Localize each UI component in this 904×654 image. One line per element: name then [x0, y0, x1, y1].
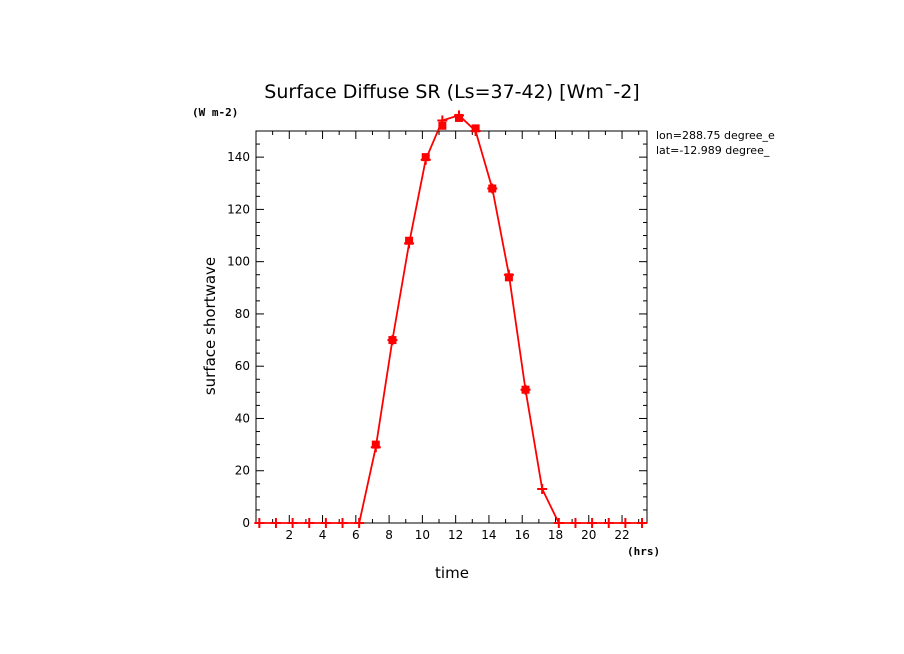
data-point-plus — [587, 518, 598, 528]
data-point-square — [371, 440, 380, 449]
plot-frame — [255, 130, 648, 524]
lat-annotation: lat=-12.989 degree_ — [656, 144, 770, 157]
x-tick-label: 16 — [515, 528, 530, 542]
x-tick-label: 22 — [614, 528, 629, 542]
x-tick-label: 6 — [352, 528, 360, 542]
y-tick-label: 40 — [235, 411, 250, 425]
y-tick-label: 120 — [227, 202, 250, 216]
data-point-square — [488, 184, 497, 193]
y-tick-label: 100 — [227, 255, 250, 269]
data-point-plus — [354, 518, 365, 528]
data-point-plus — [603, 518, 614, 528]
x-tick-label: 10 — [415, 528, 430, 542]
data-point-plus — [304, 518, 315, 528]
x-tick-label: 20 — [581, 528, 596, 542]
tick-labels: 2 4 6 8 10 12 14 16 18 20 22 0 20 40 60 80 100 120 140 — [227, 150, 630, 542]
data-point-plus — [337, 518, 348, 528]
data-point-plus — [570, 518, 581, 528]
data-point-square — [521, 385, 530, 394]
y-tick-label: 0 — [242, 516, 250, 530]
y-tick-label: 140 — [227, 150, 250, 164]
data-point-plus — [537, 484, 548, 495]
y-tick-label: 20 — [235, 464, 250, 478]
data-point-square — [421, 153, 430, 162]
data-point-square — [471, 124, 480, 133]
data-point-square — [405, 236, 414, 245]
y-axis-label: surface shortwave — [201, 257, 219, 395]
data-point-square — [454, 113, 463, 122]
data-point-plus — [637, 518, 648, 528]
data-point-plus — [620, 518, 631, 528]
lon-annotation: lon=288.75 degree_e — [656, 129, 775, 142]
y-tick-label: 60 — [235, 359, 250, 373]
data-point-square — [504, 273, 513, 282]
data-point-square — [388, 336, 397, 345]
x-unit-label: (hrs) — [627, 545, 660, 558]
series-line — [259, 114, 642, 524]
x-tick-label: 2 — [285, 528, 293, 542]
x-axis-label: time — [435, 564, 469, 582]
x-tick-label: 8 — [385, 528, 393, 542]
data-point-plus — [320, 518, 331, 528]
chart-title: Surface Diffuse SR (Ls=37-42) [Wm¯-2] — [264, 81, 639, 103]
series-layer — [254, 110, 648, 528]
data-point-square — [438, 121, 447, 130]
y-unit-label: (W m-2) — [192, 106, 238, 119]
x-tick-label: 18 — [548, 528, 563, 542]
data-point-plus — [287, 518, 298, 528]
data-point-plus — [254, 518, 265, 528]
x-tick-label: 14 — [481, 528, 496, 542]
axis-ticks — [256, 131, 647, 523]
x-tick-label: 4 — [319, 528, 327, 542]
y-tick-label: 80 — [235, 307, 250, 321]
data-point-plus — [553, 518, 564, 528]
x-tick-label: 12 — [448, 528, 463, 542]
data-point-plus — [270, 518, 281, 528]
